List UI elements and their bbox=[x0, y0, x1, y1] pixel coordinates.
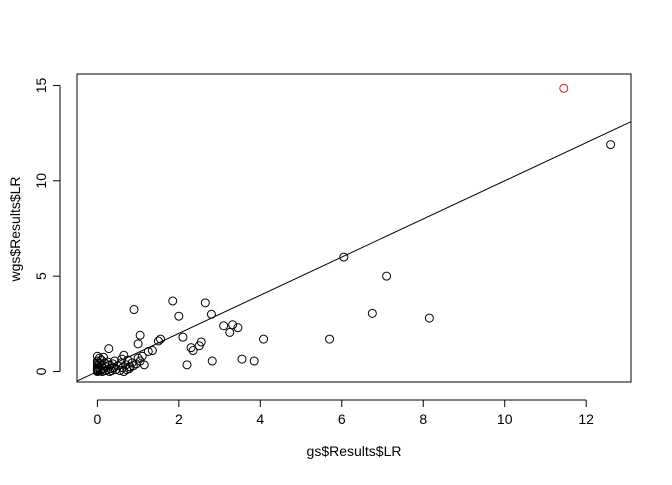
data-point bbox=[156, 334, 166, 344]
data-point bbox=[200, 298, 210, 308]
data-point bbox=[382, 271, 392, 281]
axes: 0 2 4 6 8 10 12 0 5 10 15 bbox=[33, 73, 632, 427]
x-tick-label: 4 bbox=[256, 411, 264, 427]
y-axis-label: wgs$Results$LR bbox=[7, 176, 23, 282]
data-point bbox=[606, 140, 616, 150]
data-point bbox=[153, 336, 163, 346]
data-point bbox=[188, 346, 198, 356]
data-point bbox=[249, 356, 259, 366]
data-point bbox=[424, 313, 434, 323]
data-point bbox=[206, 309, 216, 319]
x-tick-label: 0 bbox=[93, 411, 101, 427]
data-point bbox=[325, 334, 335, 344]
data-point bbox=[228, 320, 238, 330]
data-point bbox=[118, 363, 128, 373]
reference-line bbox=[76, 121, 632, 382]
x-tick-label: 6 bbox=[338, 411, 346, 427]
x-tick-label: 2 bbox=[175, 411, 183, 427]
data-point bbox=[178, 332, 188, 342]
x-axis-label: gs$Results$LR bbox=[307, 443, 402, 459]
highlighted-data-point bbox=[559, 83, 569, 93]
data-point bbox=[233, 323, 243, 333]
data-point bbox=[339, 252, 349, 262]
data-point bbox=[133, 339, 143, 349]
data-point bbox=[196, 337, 206, 347]
data-point bbox=[128, 361, 138, 371]
data-point bbox=[96, 355, 106, 365]
x-tick-label: 12 bbox=[578, 411, 594, 427]
data-point bbox=[186, 343, 196, 353]
y-tick-label: 5 bbox=[33, 272, 49, 280]
data-point bbox=[104, 344, 114, 354]
data-point bbox=[237, 354, 247, 364]
data-point bbox=[109, 363, 119, 373]
data-point bbox=[139, 360, 149, 370]
data-point bbox=[225, 327, 235, 337]
data-point bbox=[129, 305, 139, 315]
data-points bbox=[92, 83, 616, 377]
plot-frame bbox=[76, 73, 632, 383]
data-point bbox=[219, 321, 229, 331]
y-tick-label: 15 bbox=[33, 77, 49, 93]
y-tick-label: 10 bbox=[33, 173, 49, 189]
data-point bbox=[119, 367, 129, 377]
data-point bbox=[182, 360, 192, 370]
data-point bbox=[143, 346, 153, 356]
x-tick-label: 8 bbox=[419, 411, 427, 427]
data-point bbox=[367, 308, 377, 318]
data-point bbox=[207, 356, 217, 366]
data-point bbox=[174, 311, 184, 321]
data-point bbox=[133, 353, 143, 363]
data-point bbox=[168, 296, 178, 306]
data-point bbox=[135, 330, 145, 340]
axis-labels: gs$Results$LR wgs$Results$LR bbox=[7, 176, 401, 459]
data-point bbox=[259, 334, 269, 344]
data-point bbox=[137, 351, 147, 361]
x-tick-label: 10 bbox=[497, 411, 513, 427]
y-tick-label: 0 bbox=[33, 367, 49, 375]
data-point bbox=[147, 346, 157, 356]
